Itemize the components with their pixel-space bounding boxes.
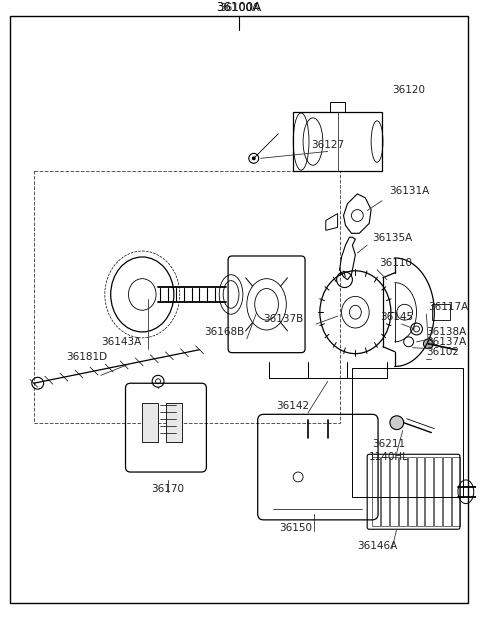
- Text: 36146A: 36146A: [357, 541, 397, 551]
- Text: 36137A: 36137A: [426, 337, 467, 347]
- Bar: [166, 403, 182, 443]
- Text: 36211: 36211: [372, 440, 406, 450]
- Text: 1140HL: 1140HL: [369, 452, 409, 462]
- Text: 36120: 36120: [392, 85, 425, 95]
- Text: 36100A: 36100A: [216, 1, 262, 14]
- Bar: [408, 457, 416, 526]
- Text: 36150: 36150: [279, 523, 312, 533]
- Text: 36102: 36102: [426, 347, 459, 356]
- Text: 36143A: 36143A: [101, 337, 141, 347]
- Text: 36137B: 36137B: [264, 314, 304, 324]
- Bar: [399, 457, 407, 526]
- Text: 36135A: 36135A: [372, 233, 412, 243]
- Bar: [443, 457, 451, 526]
- Text: 36138A: 36138A: [426, 327, 467, 337]
- Bar: [330, 102, 346, 112]
- Circle shape: [252, 156, 256, 161]
- Text: 36117A: 36117A: [428, 302, 468, 312]
- Circle shape: [423, 339, 433, 348]
- Bar: [434, 457, 442, 526]
- Bar: [372, 457, 380, 526]
- Text: 36168B: 36168B: [204, 327, 245, 337]
- Bar: [432, 304, 450, 320]
- Text: 36170: 36170: [151, 484, 184, 494]
- Text: 36110: 36110: [379, 258, 412, 268]
- Bar: [293, 112, 382, 171]
- Text: 36100A: 36100A: [219, 3, 259, 13]
- Text: 36142: 36142: [276, 401, 310, 411]
- Bar: [425, 457, 433, 526]
- Bar: [417, 457, 424, 526]
- Bar: [381, 457, 389, 526]
- Bar: [142, 403, 158, 443]
- Text: 36131A: 36131A: [389, 186, 429, 196]
- Bar: [352, 368, 463, 497]
- Bar: [390, 457, 398, 526]
- Bar: [452, 457, 460, 526]
- Bar: [34, 171, 339, 423]
- Circle shape: [390, 416, 404, 430]
- Text: 36181D: 36181D: [66, 352, 108, 361]
- Text: 36127: 36127: [311, 141, 344, 151]
- Text: 36145: 36145: [380, 312, 413, 322]
